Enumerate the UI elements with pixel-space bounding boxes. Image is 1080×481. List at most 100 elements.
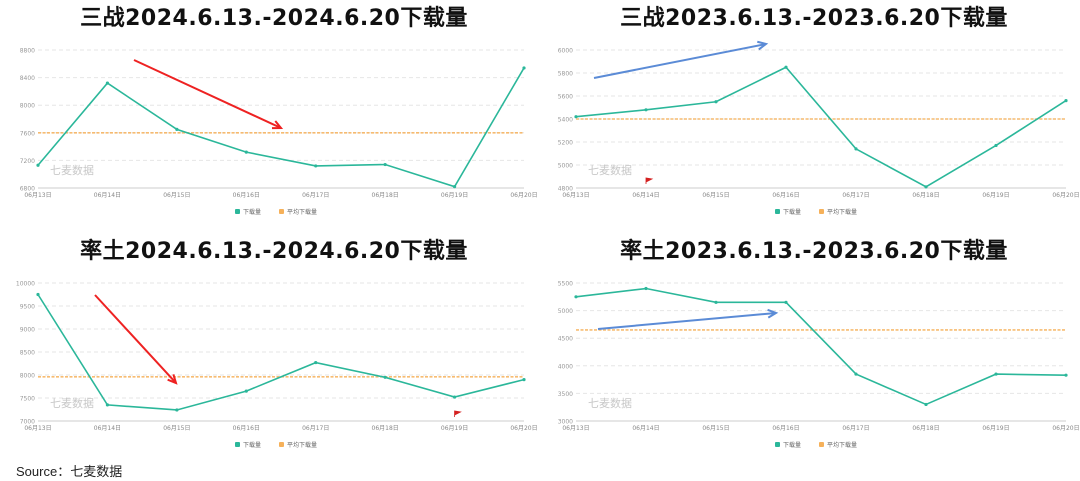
data-point xyxy=(994,372,998,376)
y-tick-label: 7500 xyxy=(20,396,35,403)
x-tick-label: 06月17日 xyxy=(302,192,329,199)
y-tick-label: 9500 xyxy=(20,304,35,311)
y-tick-label: 7000 xyxy=(20,419,35,426)
data-point xyxy=(714,300,718,304)
y-tick-label: 8500 xyxy=(20,350,35,357)
legend-label-avg: 平均下载量 xyxy=(287,441,317,449)
x-tick-label: 06月13日 xyxy=(24,425,51,432)
x-tick-label: 06月15日 xyxy=(702,192,729,199)
y-tick-label: 5600 xyxy=(558,94,573,101)
data-point xyxy=(854,372,858,376)
chart-panel-2: 率土2024.6.13.-2024.6.20下载量 7000 7500 8000 85… xyxy=(16,233,538,461)
x-tick-label: 06月19日 xyxy=(982,425,1009,432)
x-tick-label: 06月15日 xyxy=(163,192,190,199)
data-point xyxy=(784,65,788,69)
data-point xyxy=(452,185,457,189)
data-point xyxy=(36,163,40,167)
y-tick-label: 7600 xyxy=(20,130,35,137)
data-point xyxy=(522,378,526,382)
legend-label-download: 下载量 xyxy=(783,441,801,449)
chart-title: 率土2023.6.13.-2023.6.20下载量 xyxy=(620,239,1008,264)
y-tick-label: 5400 xyxy=(558,117,573,124)
watermark: 七麦数据 xyxy=(50,396,94,410)
data-point xyxy=(105,81,110,85)
data-point xyxy=(574,115,578,119)
y-tick-label: 6000 xyxy=(558,48,573,55)
series-line xyxy=(575,66,1067,188)
data-point xyxy=(452,395,457,399)
series-line xyxy=(37,67,525,188)
x-tick-label: 06月14日 xyxy=(632,425,659,432)
x-tick-label: 06月20日 xyxy=(510,425,537,432)
data-point xyxy=(1064,99,1068,103)
data-point xyxy=(105,403,110,407)
x-tick-label: 06月20日 xyxy=(1052,425,1079,432)
watermark: 七麦数据 xyxy=(588,396,632,410)
x-tick-label: 06月17日 xyxy=(302,425,329,432)
y-tick-label: 9000 xyxy=(20,327,35,334)
x-tick-label: 06月17日 xyxy=(842,192,869,199)
x-tick-label: 06月16日 xyxy=(233,425,260,432)
legend-swatch-download xyxy=(235,209,240,214)
y-tick-label: 6800 xyxy=(20,186,35,193)
data-point xyxy=(994,143,998,148)
trend-arrow-head xyxy=(757,40,769,51)
trend-arrow xyxy=(133,59,282,129)
trend-arrow-head xyxy=(271,120,284,130)
data-point xyxy=(36,292,40,297)
data-point xyxy=(175,408,179,412)
chart-panel-1: 三战2023.6.13.-2023.6.20下载量 4800 5000 5200 54… xyxy=(558,0,1080,228)
data-point xyxy=(784,300,788,304)
legend-swatch-avg xyxy=(279,442,284,447)
x-tick-label: 06月14日 xyxy=(94,425,121,432)
x-tick-label: 06月18日 xyxy=(912,425,939,432)
series-line xyxy=(37,294,525,411)
flag-marker xyxy=(645,177,654,184)
data-point xyxy=(574,295,578,299)
y-tick-label: 8000 xyxy=(20,103,35,110)
data-point xyxy=(924,402,928,407)
legend-swatch-download xyxy=(775,209,780,214)
chart-panel-3: 率土2023.6.13.-2023.6.20下载量 3000 3500 4000 45… xyxy=(558,233,1080,461)
y-tick-label: 5000 xyxy=(558,163,573,170)
chart-title: 三战2023.6.13.-2023.6.20下载量 xyxy=(620,6,1008,31)
data-point xyxy=(644,286,648,291)
legend-swatch-avg xyxy=(819,209,824,214)
x-tick-label: 06月13日 xyxy=(562,192,589,199)
x-tick-label: 06月19日 xyxy=(441,425,468,432)
x-tick-label: 06月16日 xyxy=(233,192,260,199)
y-tick-label: 10000 xyxy=(16,281,35,288)
y-tick-label: 4500 xyxy=(558,336,573,343)
trend-arrow-head xyxy=(167,374,178,385)
y-tick-label: 5000 xyxy=(558,308,573,315)
y-tick-label: 3500 xyxy=(558,391,573,398)
legend-label-avg: 平均下载量 xyxy=(287,208,317,216)
x-tick-label: 06月19日 xyxy=(441,192,468,199)
x-tick-label: 06月20日 xyxy=(510,192,537,199)
trend-arrow xyxy=(94,294,177,384)
x-tick-label: 06月19日 xyxy=(982,192,1009,199)
line-chart: 7000 7500 8000 8500 9000 9500 10000 06月13日 06月14… xyxy=(16,281,538,450)
chart-title: 三战2024.6.13.-2024.6.20下载量 xyxy=(80,6,468,31)
y-tick-label: 8400 xyxy=(20,75,35,82)
line-chart: 3000 3500 4000 4500 5000 5500 06月13日 06月14日 06月1… xyxy=(558,281,1080,450)
trend-arrow xyxy=(593,43,767,79)
legend-label-download: 下载量 xyxy=(243,441,261,449)
trend-arrow-head xyxy=(767,308,779,319)
y-tick-label: 8800 xyxy=(20,48,35,55)
x-tick-label: 06月20日 xyxy=(1052,192,1079,199)
data-point xyxy=(383,162,387,167)
y-tick-label: 3000 xyxy=(558,419,573,426)
line-chart: 6800 7200 7600 8000 8400 8800 06月13日 06月14日 06月1… xyxy=(20,48,538,217)
watermark: 七麦数据 xyxy=(588,163,632,177)
data-point xyxy=(314,360,318,365)
x-tick-label: 06月18日 xyxy=(912,192,939,199)
legend-label-avg: 平均下载量 xyxy=(827,441,857,449)
x-tick-label: 06月17日 xyxy=(842,425,869,432)
data-point xyxy=(244,389,248,393)
y-tick-label: 5800 xyxy=(558,71,573,78)
legend-label-avg: 平均下载量 xyxy=(827,208,857,216)
x-tick-label: 06月18日 xyxy=(372,425,399,432)
y-tick-label: 4800 xyxy=(558,186,573,193)
x-tick-label: 06月15日 xyxy=(702,425,729,432)
